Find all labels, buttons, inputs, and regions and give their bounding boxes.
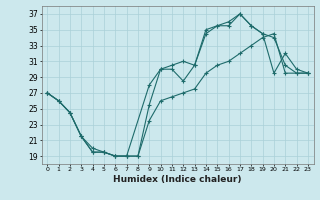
- X-axis label: Humidex (Indice chaleur): Humidex (Indice chaleur): [113, 175, 242, 184]
